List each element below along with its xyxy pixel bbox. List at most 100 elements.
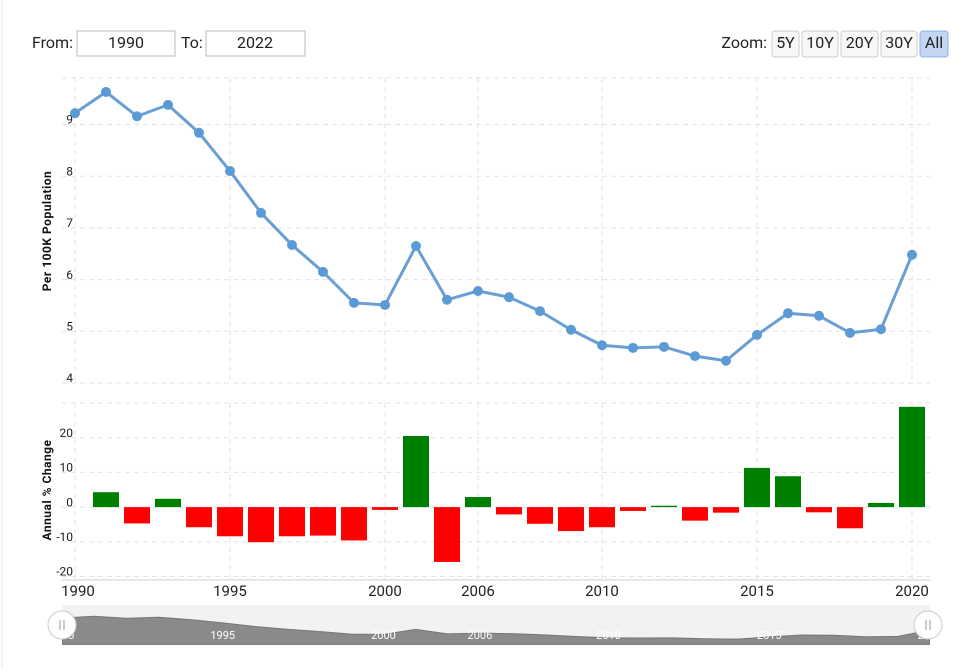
y-tick-label: 6 (66, 268, 73, 282)
zoom-button-label[interactable]: 30Y (885, 33, 913, 52)
to-label: To: (181, 33, 203, 52)
point (659, 341, 669, 352)
point (907, 249, 917, 260)
x-tick-label: 1995 (213, 582, 247, 600)
point (318, 266, 328, 277)
bar (837, 507, 863, 529)
point (535, 306, 545, 317)
from-label: From: (32, 33, 73, 52)
point (566, 324, 576, 335)
point (163, 99, 173, 110)
line-chart: 4 5 6 7 8 9 (62, 77, 930, 385)
bar (496, 507, 522, 515)
bar-chart: -20 -10 0 10 20 (56, 402, 930, 580)
zoom-button[interactable] (919, 30, 949, 58)
bar (217, 507, 243, 537)
navigator-handle[interactable] (913, 610, 943, 640)
bar (527, 507, 553, 524)
bar (589, 507, 615, 528)
bar (155, 498, 181, 508)
bar (465, 497, 491, 508)
bar (248, 507, 274, 543)
from-value[interactable]: 1990 (108, 33, 144, 52)
y-tick-label: 20 (60, 426, 74, 440)
zoom-button[interactable] (771, 30, 800, 58)
point (504, 292, 514, 303)
line-series (74, 90, 914, 363)
bar (403, 435, 429, 508)
point (380, 299, 390, 310)
bar (744, 467, 770, 508)
bar (434, 507, 460, 562)
bar (651, 505, 677, 508)
navigator-label: 2000 (371, 629, 396, 642)
zoom-button-label[interactable]: All (925, 33, 943, 52)
navigator-area (62, 615, 930, 645)
zoom-button[interactable] (840, 30, 879, 58)
zoom-button-label[interactable]: 5Y (776, 33, 795, 52)
bar (775, 476, 801, 508)
navigator-handle[interactable] (47, 610, 77, 640)
x-tick-label: 2015 (740, 582, 774, 600)
point (194, 127, 204, 138)
bar (868, 502, 894, 508)
bar (93, 492, 119, 508)
point (597, 340, 607, 351)
bar (341, 507, 367, 541)
point (876, 324, 886, 335)
bar (806, 507, 832, 513)
point (814, 310, 824, 321)
point (411, 241, 421, 252)
y-tick-label: 0 (66, 495, 73, 509)
point (442, 294, 452, 305)
bar (310, 507, 336, 536)
bar (124, 507, 150, 524)
y-tick-label: -20 (56, 565, 73, 579)
y-axis-title: Per 100K Population (40, 171, 54, 292)
x-tick-label: 2000 (368, 582, 402, 600)
bar (279, 507, 305, 537)
navigator-label: 2006 (468, 629, 493, 642)
bar (899, 406, 925, 508)
point (101, 86, 111, 97)
y-tick-label: 7 (66, 216, 73, 230)
x-tick-label: 2006 (461, 582, 495, 600)
zoom-label: Zoom: (721, 33, 767, 52)
navigator-label: 2015 (757, 629, 782, 642)
bar (558, 507, 584, 532)
from-input[interactable] (76, 30, 176, 57)
x-tick-label: 1990 (61, 582, 95, 600)
navigator-label: 2010 (596, 629, 621, 642)
y-tick-label: 4 (66, 371, 73, 385)
point (287, 239, 297, 250)
zoom-button[interactable] (880, 30, 918, 58)
point (225, 166, 235, 177)
point (783, 308, 793, 319)
y-tick-label: 9 (66, 113, 73, 127)
x-tick-label: 2020 (895, 582, 929, 600)
y-tick-label: -10 (56, 530, 73, 544)
point (690, 351, 700, 362)
point (721, 355, 731, 366)
y-tick-label: 5 (66, 319, 73, 333)
point (845, 327, 855, 338)
point (473, 285, 483, 296)
bar (372, 507, 398, 510)
zoom-button[interactable] (801, 30, 839, 58)
zoom-buttons: 5Y 10Y 20Y 30Y All (771, 30, 949, 58)
zoom-button-label[interactable]: 10Y (806, 33, 834, 52)
y-axis-title: Annual % Change (40, 439, 54, 540)
y-tick-label: 8 (66, 164, 73, 178)
point (256, 207, 266, 218)
point (349, 297, 359, 308)
point (628, 342, 638, 353)
to-input[interactable] (205, 30, 306, 57)
bar (186, 507, 212, 528)
x-tick-label: 2010 (585, 582, 619, 600)
to-value[interactable]: 2022 (237, 33, 273, 52)
bar (713, 507, 739, 513)
zoom-button-label[interactable]: 20Y (846, 33, 874, 52)
navigator-label: 1995 (210, 629, 235, 642)
point (752, 329, 762, 340)
